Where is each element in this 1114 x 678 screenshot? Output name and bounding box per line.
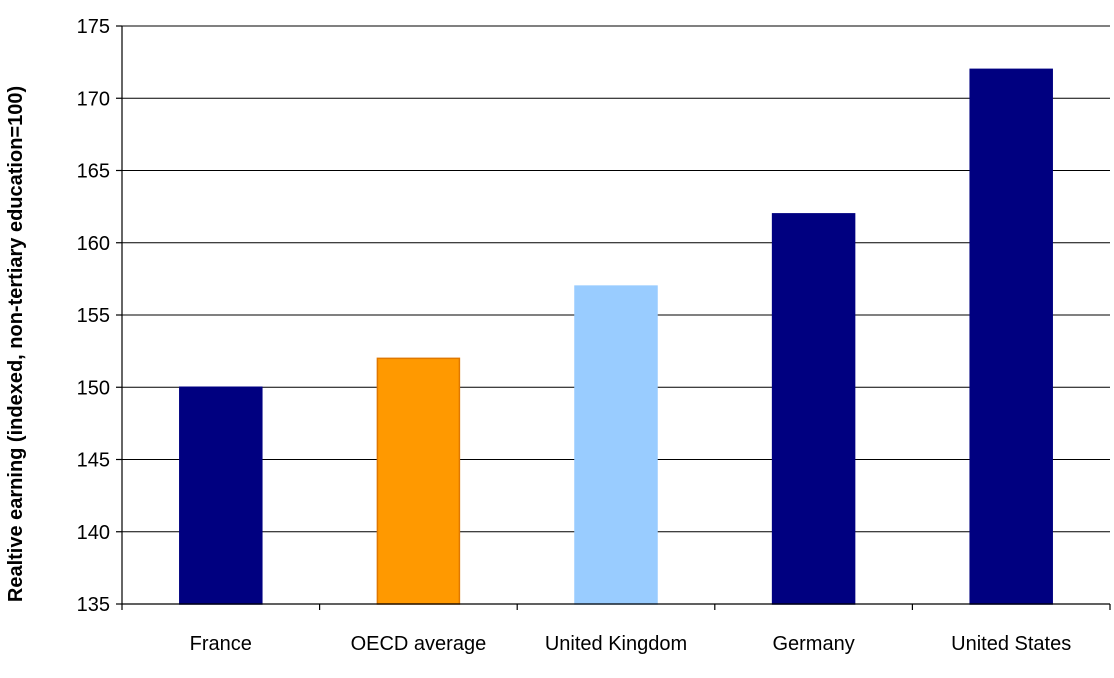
labels: 135 140 145 150 155 160 165 170 175 France OECD av… (77, 16, 1072, 655)
bar-united-kingdom (574, 285, 658, 605)
y-axis-title: Realtive earning (indexed, non-tertiary … (5, 86, 27, 602)
y-tick-label: 175 (77, 16, 110, 38)
bar-germany (771, 213, 856, 605)
x-tick-label: United States (951, 633, 1071, 655)
y-tick-label: 165 (77, 161, 110, 183)
y-tick-label: 145 (77, 450, 110, 472)
bars (179, 68, 1053, 605)
y-tick-label: 150 (77, 377, 110, 399)
y-tick-label: 155 (77, 305, 110, 327)
axes (116, 25, 1111, 610)
x-tick-label: OECD average (351, 633, 487, 655)
y-tick-label: 160 (77, 233, 110, 255)
x-tick-label: United Kingdom (545, 633, 687, 655)
bar-united-states (969, 68, 1053, 605)
y-tick-label: 170 (77, 88, 110, 110)
x-tick-label: Germany (772, 633, 854, 655)
bar-france (179, 386, 263, 605)
bar-oecd-average (376, 357, 461, 605)
y-tick-label: 140 (77, 522, 110, 544)
y-tick-label: 135 (77, 594, 110, 616)
x-tick-label: France (190, 633, 252, 655)
